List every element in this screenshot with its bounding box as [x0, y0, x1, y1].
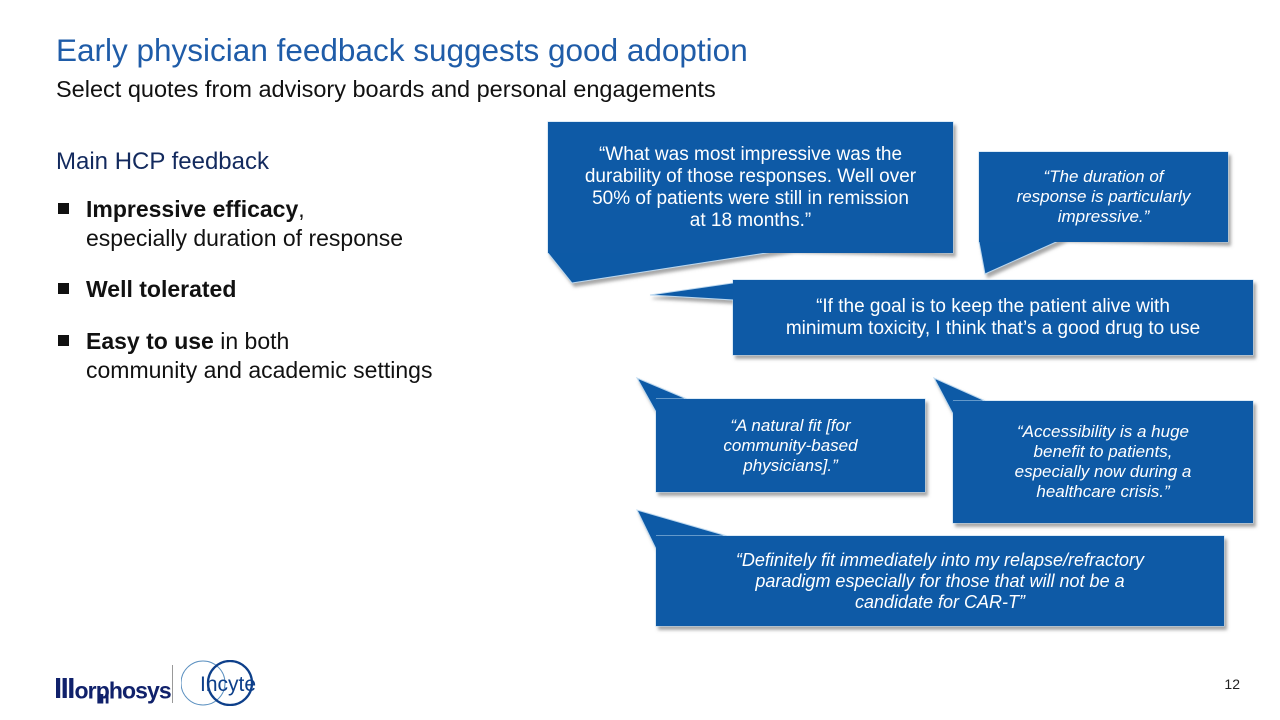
svg-text:Incyte: Incyte [200, 673, 256, 696]
svg-text:orphosys: orphosys [75, 678, 171, 704]
